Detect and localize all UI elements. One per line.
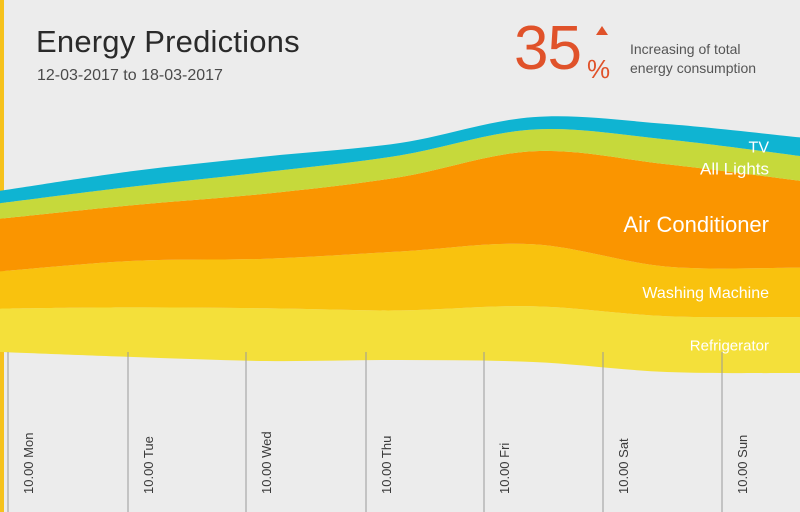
- x-tick-label: 10.00 Sun: [735, 435, 750, 494]
- band-washing-machine[interactable]: [0, 243, 800, 318]
- x-tick-label: 10.00 Mon: [21, 433, 36, 494]
- x-tick-label: 10.00 Wed: [259, 431, 274, 494]
- increase-arrow-icon: [596, 26, 608, 35]
- band-label-tv: TV: [749, 139, 770, 156]
- stat-unit: %: [587, 54, 611, 84]
- x-tick-label: 10.00 Fri: [497, 443, 512, 494]
- band-label-refrigerator: Refrigerator: [690, 337, 769, 354]
- stat-value: 35: [514, 14, 582, 83]
- x-tick-label: 10.00 Thu: [379, 436, 394, 494]
- stat-description: Increasing of total energy consumption: [630, 40, 790, 78]
- x-tick-label: 10.00 Sat: [616, 438, 631, 494]
- band-refrigerator[interactable]: [0, 306, 800, 374]
- x-tick-label: 10.00 Tue: [141, 436, 156, 494]
- stat-description-line-1: Increasing of total: [630, 41, 741, 57]
- band-air-conditioner[interactable]: [0, 150, 800, 272]
- band-label-all-lights: All Lights: [700, 159, 769, 178]
- band-label-washing-machine: Washing Machine: [642, 285, 769, 302]
- stat-description-line-2: energy consumption: [630, 60, 757, 76]
- page-title: Energy Predictions: [36, 24, 300, 59]
- date-range: 12-03-2017 to 18-03-2017: [37, 67, 223, 84]
- band-all-lights[interactable]: [0, 128, 800, 219]
- band-label-air-conditioner: Air Conditioner: [623, 212, 769, 237]
